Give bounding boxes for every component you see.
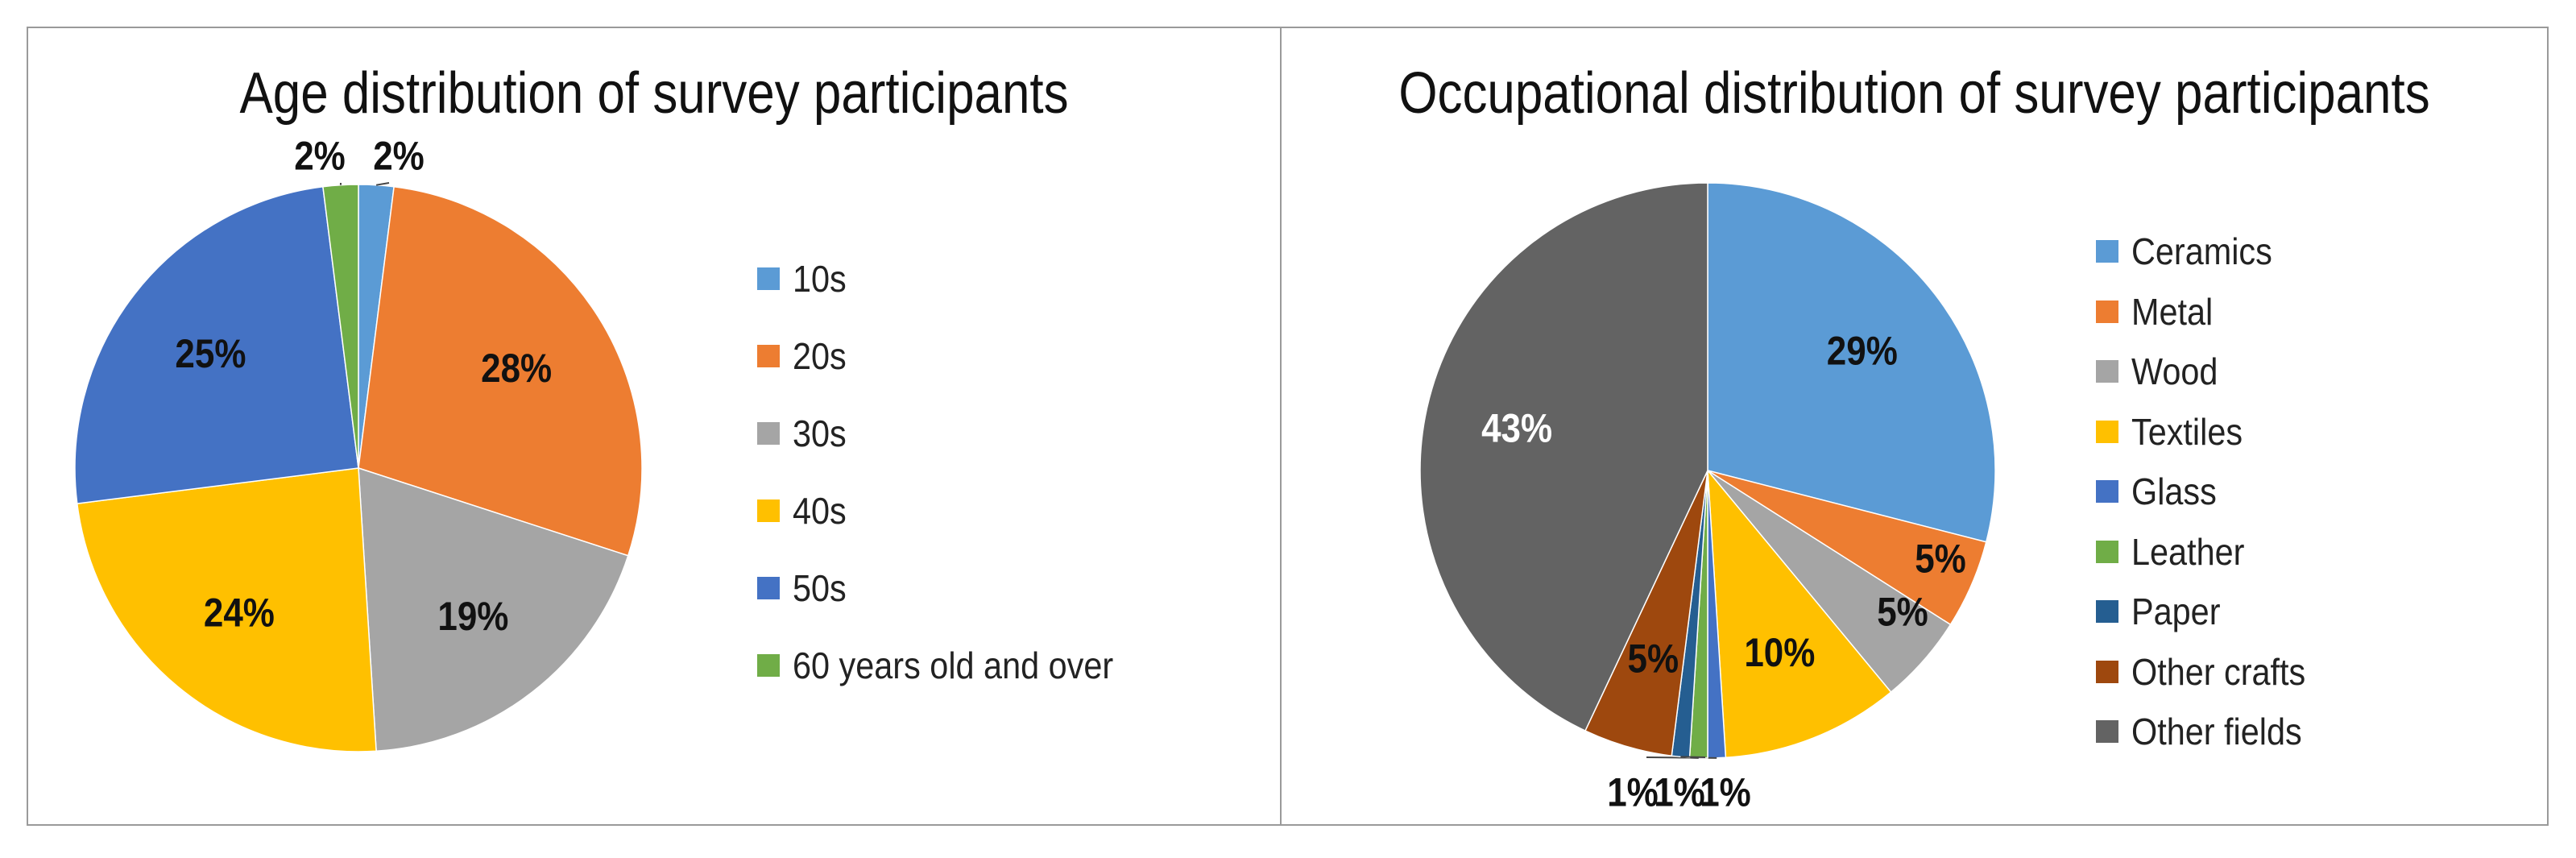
occupation-legend: Ceramics Metal Wood Textiles Glass Leather Pap… (2096, 222, 2325, 762)
data-label-metal: 5% (1915, 536, 1966, 581)
legend-swatch (2096, 720, 2118, 744)
legend-label: Other fields (2131, 711, 2302, 753)
leader-line-10s (375, 182, 390, 186)
legend-item-50s: 50s (757, 549, 1149, 627)
legend-item-paper: Paper (2096, 582, 2325, 642)
legend-item-metal: Metal (2096, 282, 2325, 342)
legend-item-10s: 10s (757, 240, 1149, 317)
data-label-wood: 5% (1877, 589, 1928, 634)
legend-item-ceramics: Ceramics (2096, 222, 2325, 282)
legend-item-wood: Wood (2096, 342, 2325, 402)
occupation-pie-chart: 29%5%5%10%1%1%1%5%43% (1419, 182, 1996, 814)
age-pie-chart: 2% 28% 19% 24% 25% 2% (74, 133, 643, 752)
legend-swatch (757, 654, 780, 677)
legend-item-60-years-old-and-over: 60 years old and over (757, 627, 1149, 704)
legend-label: 10s (793, 258, 847, 300)
legend-swatch (757, 422, 780, 445)
legend-label: Glass (2131, 470, 2217, 513)
legend-swatch (2096, 300, 2118, 323)
legend-item-30s: 30s (757, 395, 1149, 472)
pie-slice-textiles (1707, 468, 1892, 759)
legend-swatch (757, 345, 780, 367)
legend-swatch (2096, 660, 2118, 683)
legend-label: Textiles (2131, 410, 2243, 453)
legend-swatch (757, 267, 780, 290)
data-label-10s: 2% (373, 133, 425, 178)
legend-label: Paper (2131, 591, 2221, 633)
legend-item-glass: Glass (2096, 462, 2325, 522)
legend-label: 20s (793, 335, 847, 377)
legend-item-40s: 40s (757, 472, 1149, 549)
legend-label: Metal (2131, 290, 2214, 333)
legend-item-20s: 20s (757, 317, 1149, 395)
data-label-ceramics: 29% (1827, 328, 1898, 373)
data-label-other-crafts: 5% (1627, 636, 1679, 681)
data-label-glass: 1% (1607, 769, 1659, 814)
legend-swatch (2096, 240, 2118, 263)
legend-label: Wood (2131, 350, 2218, 393)
legend-swatch (757, 577, 780, 599)
legend-item-other-crafts: Other crafts (2096, 642, 2325, 703)
data-label-paper: 1% (1700, 769, 1751, 814)
legend-item-leather: Leather (2096, 522, 2325, 582)
legend-swatch (2096, 420, 2118, 443)
legend-item-other-fields: Other fields (2096, 702, 2325, 762)
legend-label: Leather (2131, 530, 2245, 573)
legend-swatch (757, 499, 780, 522)
legend-label: 50s (793, 567, 847, 609)
legend-label: 30s (793, 412, 847, 454)
pie-slice-ceramics (1707, 182, 1996, 543)
age-chart-title: Age distribution of survey participants (239, 61, 1069, 126)
legend-label: Ceramics (2131, 230, 2272, 273)
legend-swatch (2096, 360, 2118, 383)
pie-slice-40s (76, 467, 377, 752)
data-label-20s: 28% (481, 345, 552, 390)
pie-slice-other-fields (1419, 182, 1708, 732)
age-chart-panel: Age distribution of survey participants … (27, 27, 1282, 826)
pie-slice-30s (358, 466, 629, 752)
data-label-30s: 19% (437, 593, 508, 638)
occupation-chart-panel: Occupational distribution of survey part… (1280, 27, 2549, 826)
leader-line-paper (1680, 756, 1706, 758)
data-label-50s: 25% (175, 330, 246, 375)
legend-swatch (2096, 480, 2118, 504)
data-label-60-years-old-and-over: 2% (294, 133, 346, 178)
occupation-chart-title: Occupational distribution of survey part… (1398, 61, 2430, 126)
data-label-textiles: 10% (1744, 630, 1815, 675)
data-label-leather: 1% (1654, 769, 1705, 814)
legend-label: 40s (793, 490, 847, 532)
legend-swatch (2096, 600, 2118, 624)
data-label-other-fields: 43% (1481, 405, 1552, 450)
legend-item-textiles: Textiles (2096, 402, 2325, 462)
age-legend: 10s 20s 30s 40s 50s 60 years old and over (757, 240, 1149, 704)
pie-slice-50s (74, 185, 359, 504)
pie-slice-60-years-old-and-over (322, 184, 359, 469)
legend-label: Other crafts (2131, 650, 2306, 693)
pie-slice-20s (358, 185, 643, 557)
data-label-40s: 24% (204, 590, 275, 635)
legend-swatch (2096, 540, 2118, 563)
legend-label: 60 years old and over (793, 645, 1114, 686)
